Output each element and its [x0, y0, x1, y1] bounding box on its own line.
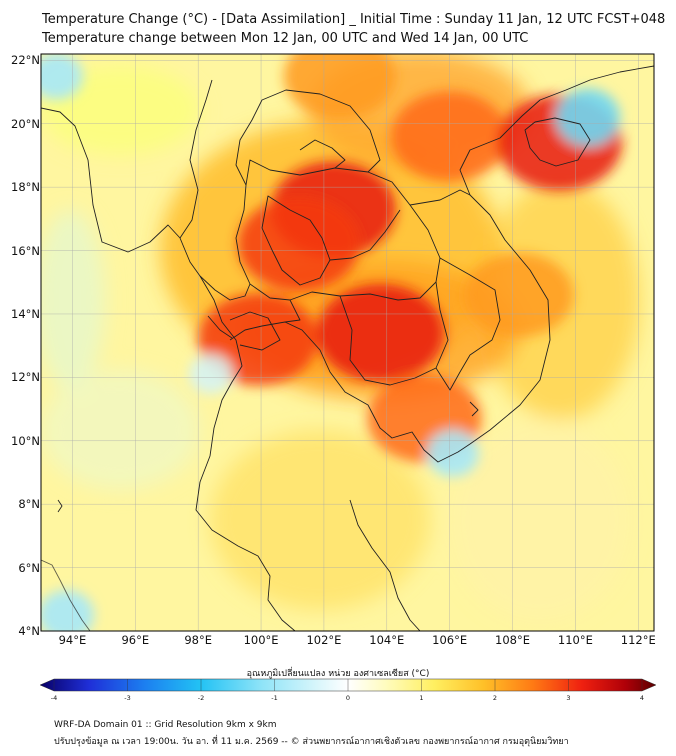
lon-label-6: 106°E — [432, 633, 468, 647]
lon-label-3: 100°E — [243, 633, 279, 647]
lon-label-8: 110°E — [557, 633, 593, 647]
cooling-spot-4 — [188, 354, 233, 395]
cooling-spot-1 — [555, 88, 620, 147]
warming-hotspot-8 — [464, 252, 574, 337]
colorbar-title: อุณหภูมิเปลี่ยนแปลง หน่วย องศาเซลเซียส (… — [246, 669, 430, 679]
coastline-borders — [41, 65, 654, 631]
lat-label-4: 14°N — [11, 306, 40, 321]
map-title-line2: Temperature change between Mon 12 Jan, 0… — [42, 31, 529, 46]
field-layer — [41, 54, 654, 631]
lon-label-0: 94°E — [58, 633, 87, 647]
map-graticule — [41, 54, 654, 631]
colorbar-tick-label-7: 3 — [566, 694, 571, 702]
colorbar-tick-label-5: 1 — [419, 694, 424, 702]
lat-label-8: 6°N — [18, 560, 40, 575]
cooling-spot-2 — [426, 430, 479, 477]
lon-label-4: 102°E — [306, 633, 342, 647]
colorbar-tick-label-6: 2 — [492, 694, 498, 702]
lon-label-1: 96°E — [121, 633, 150, 647]
lat-label-5: 12°N — [11, 370, 40, 385]
colorbar-tick-label-2: -2 — [197, 694, 205, 702]
colorbar-tick-label-0: -4 — [50, 694, 58, 702]
warming-hotspot-2 — [237, 197, 360, 292]
footer-update-info: ปรับปรุงข้อมูล ณ เวลา 19:00น. วัน อา. ที… — [54, 737, 569, 747]
lat-label-7: 8°N — [18, 497, 40, 512]
lon-label-5: 104°E — [369, 633, 405, 647]
temperature-change-map — [40, 53, 655, 632]
lon-label-7: 108°E — [495, 633, 531, 647]
lat-label-3: 16°N — [11, 243, 40, 258]
warming-hotspot-1 — [316, 283, 445, 382]
colorbar-tick-label-8: 4 — [639, 694, 645, 702]
colorbar — [40, 678, 656, 692]
map-title-line1: Temperature Change (°C) - [Data Assimila… — [42, 12, 666, 27]
map-frame — [40, 53, 655, 632]
lon-label-9: 112°E — [620, 633, 656, 647]
colorbar-tick-label-3: -1 — [271, 694, 278, 702]
colorbar-tick-label-4: 0 — [345, 694, 351, 702]
lat-label-9: 4°N — [18, 624, 40, 638]
cooling-spot-3 — [41, 589, 95, 631]
lon-label-2: 98°E — [184, 633, 212, 647]
lat-label-6: 10°N — [11, 433, 40, 448]
lat-label-2: 18°N — [11, 180, 40, 195]
colorbar-tick-label-1: -3 — [124, 694, 131, 702]
lat-label-0: 22°N — [11, 53, 40, 68]
footer-model-info: WRF-DA Domain 01 :: Grid Resolution 9km … — [54, 720, 277, 730]
lat-label-1: 20°N — [11, 116, 40, 131]
warming-hotspot-7 — [283, 54, 396, 120]
